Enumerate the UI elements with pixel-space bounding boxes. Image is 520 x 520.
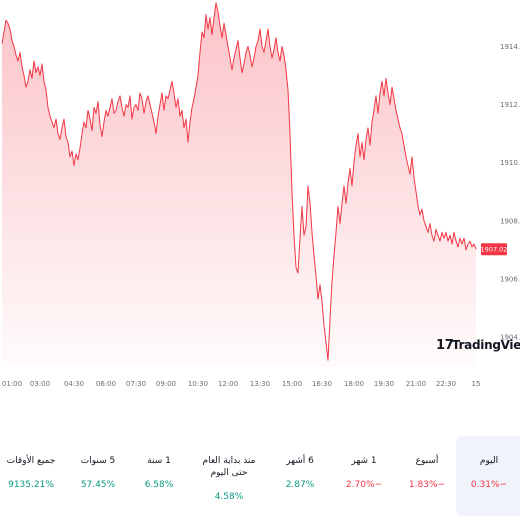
price-area: [2, 2, 476, 367]
performance-period-label: 5 سنوات: [80, 456, 116, 466]
x-tick-label: 04:30: [64, 380, 84, 388]
performance-period-value: 1.83%−: [408, 480, 446, 490]
x-tick-label: 19:30: [374, 380, 394, 388]
y-tick-label: 1904.00: [500, 334, 520, 342]
last-price-tag: 1907.02: [481, 243, 508, 256]
price-line: [1, 2, 477, 361]
performance-period-label: جميع الأوقات: [6, 456, 56, 466]
tradingview-logo[interactable]: 17 TradingView: [436, 338, 520, 353]
x-tick-label: 01:00: [2, 380, 22, 388]
price-chart[interactable]: 1914.00 1912.00 1910.00 1908.00 1906.00 1904.…: [0, 0, 520, 430]
x-tick-label: 09:00: [156, 380, 176, 388]
y-tick-label: 1912.00: [500, 101, 520, 109]
y-tick-label: 1908.00: [500, 217, 520, 225]
x-tick-label: 16:30: [312, 380, 332, 388]
x-tick-label: 12:00: [218, 380, 238, 388]
performance-period-3[interactable]: منذ بداية العام حتى اليوم 4.58%: [196, 436, 262, 516]
tradingview-logo-text: TradingView: [452, 338, 520, 352]
performance-period-0[interactable]: جميع الأوقات 9135.21%: [0, 436, 64, 516]
x-tick-label: 10:30: [188, 380, 208, 388]
performance-period-7[interactable]: اليوم 0.31%−: [456, 436, 520, 516]
x-tick-label: 22:30: [436, 380, 456, 388]
price-line-path: [1, 2, 477, 361]
performance-period-label: اليوم: [479, 456, 499, 466]
performance-period-value: 9135.21%: [8, 480, 54, 490]
performance-period-label: منذ بداية العام حتى اليوم: [202, 456, 256, 478]
y-axis: 1914.00 1912.00 1910.00 1908.00 1906.00 1904.…: [500, 43, 520, 342]
performance-period-label: أسبوع: [415, 456, 439, 466]
performance-period-6[interactable]: أسبوع 1.83%−: [394, 436, 460, 516]
x-tick-label: 18:00: [344, 380, 364, 388]
x-tick-label: 15: [472, 380, 481, 388]
performance-period-label: 1 سنة: [147, 456, 171, 466]
x-tick-label: 06:00: [96, 380, 116, 388]
y-tick-label: 1914.00: [500, 43, 520, 51]
price-area-fill: [2, 2, 476, 367]
y-tick-label: 1906.00: [500, 275, 520, 283]
performance-period-2[interactable]: 1 سنة 6.58%: [126, 436, 192, 516]
performance-period-value: 6.58%: [144, 480, 174, 490]
performance-period-4[interactable]: 6 أشهر 2.87%: [267, 436, 333, 516]
last-price-tag-bg: [481, 243, 507, 256]
y-tick-label: 1910.00: [500, 159, 520, 167]
performance-period-value: 2.70%−: [345, 480, 383, 490]
x-tick-label: 15:00: [282, 380, 302, 388]
last-price-label: 1907.02: [481, 246, 508, 254]
performance-period-5[interactable]: 1 شهر 2.70%−: [331, 436, 397, 516]
performance-period-value: 4.58%: [214, 492, 244, 502]
performance-period-value: 57.45%: [80, 480, 116, 490]
performance-period-label: 6 أشهر: [286, 456, 314, 466]
x-tick-label: 13:30: [250, 380, 270, 388]
performance-period-value: 0.31%−: [470, 480, 508, 490]
x-axis: 01:00 03:00 04:30 06:00 07:30 09:00 10:30 12:00…: [2, 380, 481, 388]
performance-row: جميع الأوقات 9135.21% 5 سنوات 57.45% 1 سنة 6.…: [0, 430, 520, 520]
performance-period-label: 1 شهر: [351, 456, 377, 466]
x-tick-label: 07:30: [126, 380, 146, 388]
tradingview-logo-icon: 17: [436, 338, 454, 353]
x-tick-label: 21:00: [406, 380, 426, 388]
performance-period-1[interactable]: 5 سنوات 57.45%: [65, 436, 131, 516]
performance-period-value: 2.87%: [285, 480, 315, 490]
x-tick-label: 03:00: [30, 380, 50, 388]
